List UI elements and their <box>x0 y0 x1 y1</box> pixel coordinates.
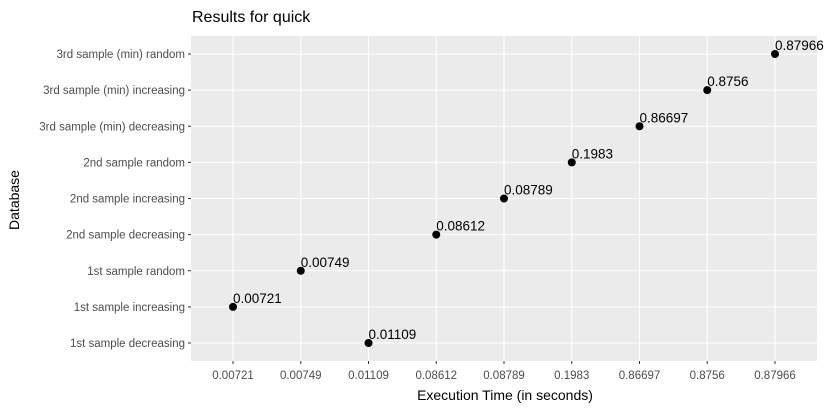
y-tick-label: 1st sample decreasing <box>70 338 185 350</box>
data-label: 0.86697 <box>640 110 689 125</box>
data-label: 0.00721 <box>233 291 282 306</box>
x-tick-label: 0.1983 <box>554 370 589 382</box>
data-point <box>229 302 237 311</box>
x-tick-label: 0.00749 <box>280 370 322 382</box>
x-tick-label: 0.87966 <box>754 370 796 382</box>
y-axis-title: Database <box>6 170 22 230</box>
y-tick-label: 3rd sample (min) increasing <box>43 85 185 97</box>
data-point <box>771 50 779 58</box>
y-tick-label: 2nd sample increasing <box>70 194 185 206</box>
x-tick-label: 0.08789 <box>483 370 525 382</box>
x-tick-label: 0.08612 <box>415 370 457 382</box>
data-point <box>364 339 373 347</box>
data-point <box>296 266 305 275</box>
y-tick-label: 1st sample increasing <box>74 302 185 314</box>
chart-title: Results for quick <box>192 9 311 26</box>
data-point <box>635 122 644 131</box>
data-point <box>432 230 441 239</box>
y-axis-ticks: 1st sample decreasing 1st sample increasi… <box>39 49 191 350</box>
data-label: 0.08612 <box>436 219 485 234</box>
x-tick-label: 0.8756 <box>690 370 725 382</box>
data-point <box>500 194 508 203</box>
data-label: 0.87966 <box>775 38 824 53</box>
data-label: 0.08789 <box>504 183 553 198</box>
x-tick-label: 0.86697 <box>619 370 661 382</box>
x-tick-label: 0.01109 <box>348 370 389 382</box>
data-labels: 0.01109 0.00721 0.00749 0.08612 0.08789 0.198… <box>233 38 824 342</box>
data-label: 0.01109 <box>369 327 417 342</box>
y-tick-label: 3rd sample (min) decreasing <box>39 121 185 133</box>
data-label: 0.8756 <box>707 74 748 89</box>
data-point <box>703 86 712 95</box>
x-axis-title: Execution Time (in seconds) <box>417 387 593 403</box>
y-tick-label: 2nd sample decreasing <box>66 230 185 242</box>
data-points <box>229 50 779 347</box>
x-axis-ticks: 0.00721 0.00749 0.01109 0.08612 0.08789 0.198… <box>212 361 796 382</box>
data-label: 0.00749 <box>301 255 350 270</box>
y-tick-label: 1st sample random <box>87 266 185 278</box>
data-label: 0.1983 <box>572 146 613 161</box>
y-tick-label: 2nd sample random <box>83 157 185 169</box>
y-tick-label: 3rd sample (min) random <box>57 49 185 61</box>
x-tick-label: 0.00721 <box>212 370 254 382</box>
data-point <box>567 158 576 167</box>
